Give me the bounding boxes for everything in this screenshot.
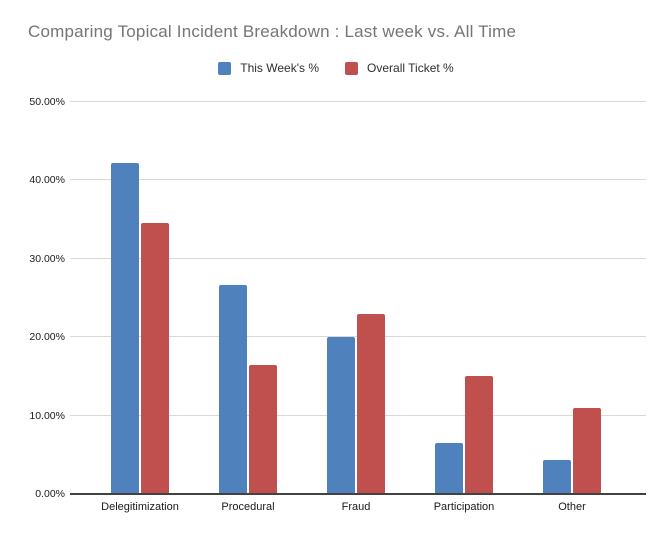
legend-item-1: Overall Ticket % xyxy=(345,61,454,75)
gridline xyxy=(70,179,646,181)
x-tick-label-other: Other xyxy=(558,501,586,513)
x-tick-label-participation: Participation xyxy=(433,501,495,513)
bar-this-week-participation xyxy=(435,443,463,494)
bar-overall-fraud xyxy=(357,314,385,494)
gridline xyxy=(70,257,646,259)
bar-group-procedural xyxy=(194,102,302,494)
bar-overall-procedural xyxy=(249,364,277,494)
bars-row xyxy=(86,102,626,494)
plot-area xyxy=(70,101,646,495)
bar-group-other xyxy=(518,102,626,494)
bar-this-week-procedural xyxy=(219,284,247,494)
x-axis-line xyxy=(70,493,646,495)
bar-group-delegitimization xyxy=(86,102,194,494)
x-tick-label-delegitimization: Delegitimization xyxy=(101,501,179,513)
y-tick-label: 30.00% xyxy=(29,252,65,265)
y-tick-label: 10.00% xyxy=(29,409,65,422)
bar-group-participation xyxy=(410,102,518,494)
legend-label: Overall Ticket % xyxy=(367,61,454,75)
legend-swatch-icon xyxy=(345,61,359,75)
legend: This Week's % Overall Ticket % xyxy=(0,61,672,75)
y-tick-label: 40.00% xyxy=(29,174,65,187)
y-tick-label: 0.00% xyxy=(35,488,65,500)
legend-swatch-icon xyxy=(218,61,232,75)
bar-group-fraud xyxy=(302,102,410,494)
bar-this-week-other xyxy=(543,459,571,494)
bar-overall-other xyxy=(573,407,601,494)
y-tick-label: 50.00% xyxy=(29,96,65,108)
x-tick-label-fraud: Fraud xyxy=(341,501,371,513)
legend-item-0: This Week's % xyxy=(218,61,319,75)
x-tick-label-procedural: Procedural xyxy=(221,501,275,513)
bar-this-week-fraud xyxy=(327,337,355,494)
bar-overall-participation xyxy=(465,376,493,494)
x-axis-labels: Delegitimization Procedural Fraud Participa… xyxy=(86,501,626,513)
bar-overall-delegitimization xyxy=(141,222,169,494)
y-axis-labels: 0.00% 10.00% 20.00% 30.00% 40.00% 50.00% xyxy=(0,96,65,500)
y-tick-label: 20.00% xyxy=(29,331,65,344)
gridline xyxy=(70,101,646,102)
chart-title: Comparing Topical Incident Breakdown : L… xyxy=(28,22,517,41)
bar-this-week-delegitimization xyxy=(111,163,139,494)
legend-label: This Week's % xyxy=(240,61,320,75)
